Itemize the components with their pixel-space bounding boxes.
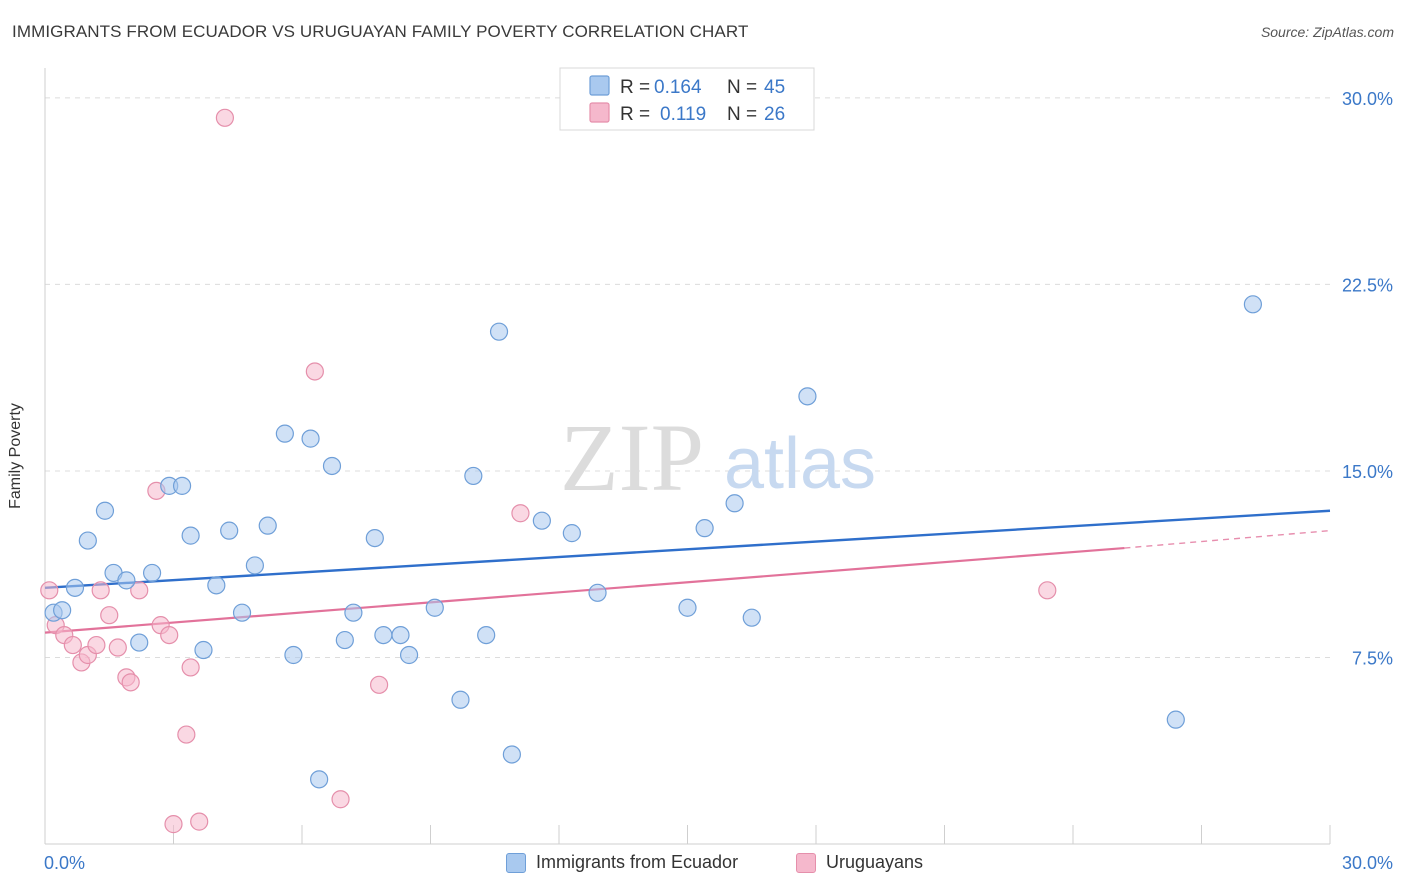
bottom-legend-label-uruguayans: Uruguayans [826, 852, 924, 872]
bottom-legend-uruguayans: Uruguayans [796, 852, 923, 873]
chart-title: IMMIGRANTS FROM ECUADOR VS URUGUAYAN FAM… [12, 22, 749, 41]
ecuador-point-19 [284, 645, 303, 665]
ecuador-point-18 [275, 424, 294, 443]
ecuador-point-4 [95, 501, 115, 520]
uruguayans-point-18 [181, 658, 200, 677]
ecuador-point-27 [391, 625, 410, 645]
ecuador-point-8 [142, 563, 162, 583]
ecuador-point-13 [207, 576, 226, 595]
uruguayans-point-3 [63, 635, 82, 655]
watermark: ZIP atlas [560, 404, 876, 511]
legend-n-value-2: 26 [764, 104, 785, 125]
ecuador-point-24 [344, 603, 363, 622]
uruguayans-point-12 [130, 581, 149, 600]
ecuador-point-2 [65, 578, 85, 597]
ecuador-point-36 [562, 524, 581, 543]
ecuador-point-22 [322, 456, 342, 476]
ecuador-point-11 [181, 526, 200, 545]
ecuador-point-29 [425, 598, 444, 617]
uruguayans-point-11 [121, 673, 140, 692]
x-tick-label-1: 30.0% [1342, 853, 1393, 873]
bottom-legend-swatch-ecuador [506, 852, 526, 873]
ecuador-point-15 [232, 603, 252, 622]
ecuador-point-26 [374, 625, 393, 645]
ecuador-point-34 [502, 745, 521, 764]
legend-n-value-1: 45 [764, 77, 785, 98]
legend-r-value-2: 0.119 [660, 104, 706, 125]
ecuador-point-6 [117, 571, 136, 590]
uruguayans-point-0 [40, 581, 59, 600]
ecuador-point-17 [258, 516, 277, 535]
legend-r-label-1: R = [620, 77, 650, 98]
ecuador-point-3 [78, 531, 97, 550]
ecuador-point-41 [742, 608, 761, 627]
uruguayans-point-9 [108, 638, 127, 657]
ecuador-point-21 [310, 770, 329, 789]
ecuador-point-28 [399, 645, 419, 665]
ecuador-point-23 [335, 630, 354, 650]
bottom-legend-ecuador: Immigrants from Ecuador [506, 852, 738, 873]
source-label: Source: ZipAtlas.com [1260, 24, 1394, 40]
ecuador-point-32 [477, 625, 496, 645]
y-tick-label-2: 22.5% [1342, 275, 1393, 295]
uruguayans-point-21 [305, 362, 324, 381]
legend-swatch-ecuador [589, 75, 610, 96]
legend-r-value-1: 0.164 [654, 77, 702, 98]
ecuador-point-35 [532, 511, 551, 530]
ecuador-point-1 [53, 601, 72, 620]
legend-n-label-2: N = [727, 104, 757, 125]
x-tick-label-0: 0.0% [44, 853, 85, 873]
ecuador-point-43 [1166, 710, 1185, 729]
legend-n-label-1: N = [727, 77, 757, 98]
uruguayans-point-17 [177, 725, 196, 744]
ecuador-point-40 [725, 494, 744, 513]
bottom-legend-swatch-uruguayans [796, 852, 816, 873]
ecuador-point-30 [451, 690, 470, 709]
y-tick-label-3: 30.0% [1342, 89, 1393, 109]
uruguayans-point-20 [215, 108, 234, 127]
points-uruguayans [40, 108, 1057, 834]
ecuador-point-16 [245, 556, 264, 575]
bottom-legend-label-ecuador: Immigrants from Ecuador [536, 852, 739, 872]
uruguayans-point-6 [87, 635, 106, 655]
uruguayans-point-23 [370, 675, 389, 694]
ecuador-point-10 [172, 476, 192, 495]
grid-layer: 7.5% 15.0% 22.5% 30.0% [45, 89, 1393, 668]
ecuador-point-33 [489, 322, 509, 341]
trendline-uruguayans-extension [1124, 529, 1331, 549]
y-tick-label-0: 7.5% [1352, 648, 1393, 668]
ecuador-point-20 [301, 429, 320, 448]
y-tick-label-1: 15.0% [1342, 462, 1393, 482]
uruguayans-point-22 [331, 790, 350, 809]
legend-box: R = 0.164 N = 45 R = 0.119 N = 26 [559, 67, 815, 131]
ecuador-point-42 [798, 387, 817, 406]
ecuador-point-39 [695, 519, 714, 538]
trendline-uruguayans [44, 546, 1125, 634]
legend-swatch-uruguayans [589, 102, 610, 123]
points-ecuador [44, 295, 1263, 789]
ecuador-point-12 [194, 640, 213, 660]
axis-layer: 0.0% 30.0% [44, 68, 1393, 873]
uruguayans-point-19 [190, 812, 209, 831]
uruguayans-point-25 [1038, 581, 1057, 600]
watermark-zip: ZIP [560, 404, 704, 511]
uruguayans-point-7 [91, 581, 110, 600]
ecuador-point-25 [365, 528, 384, 548]
trend-layer [44, 509, 1331, 634]
uruguayans-point-15 [160, 625, 179, 645]
ecuador-point-37 [588, 583, 607, 602]
uruguayans-point-24 [511, 504, 530, 523]
ecuador-point-31 [464, 466, 483, 486]
bottom-legend: Immigrants from Ecuador Uruguayans [0, 852, 1406, 878]
ecuador-point-14 [220, 521, 239, 540]
uruguayans-point-8 [100, 606, 119, 625]
legend-r-label-2: R = [620, 104, 650, 125]
trendline-ecuador [44, 509, 1331, 590]
uruguayans-point-16 [164, 815, 183, 834]
ecuador-point-38 [678, 598, 697, 617]
ecuador-point-7 [130, 633, 149, 652]
ecuador-point-44 [1243, 295, 1263, 314]
watermark-atlas: atlas [724, 424, 876, 504]
